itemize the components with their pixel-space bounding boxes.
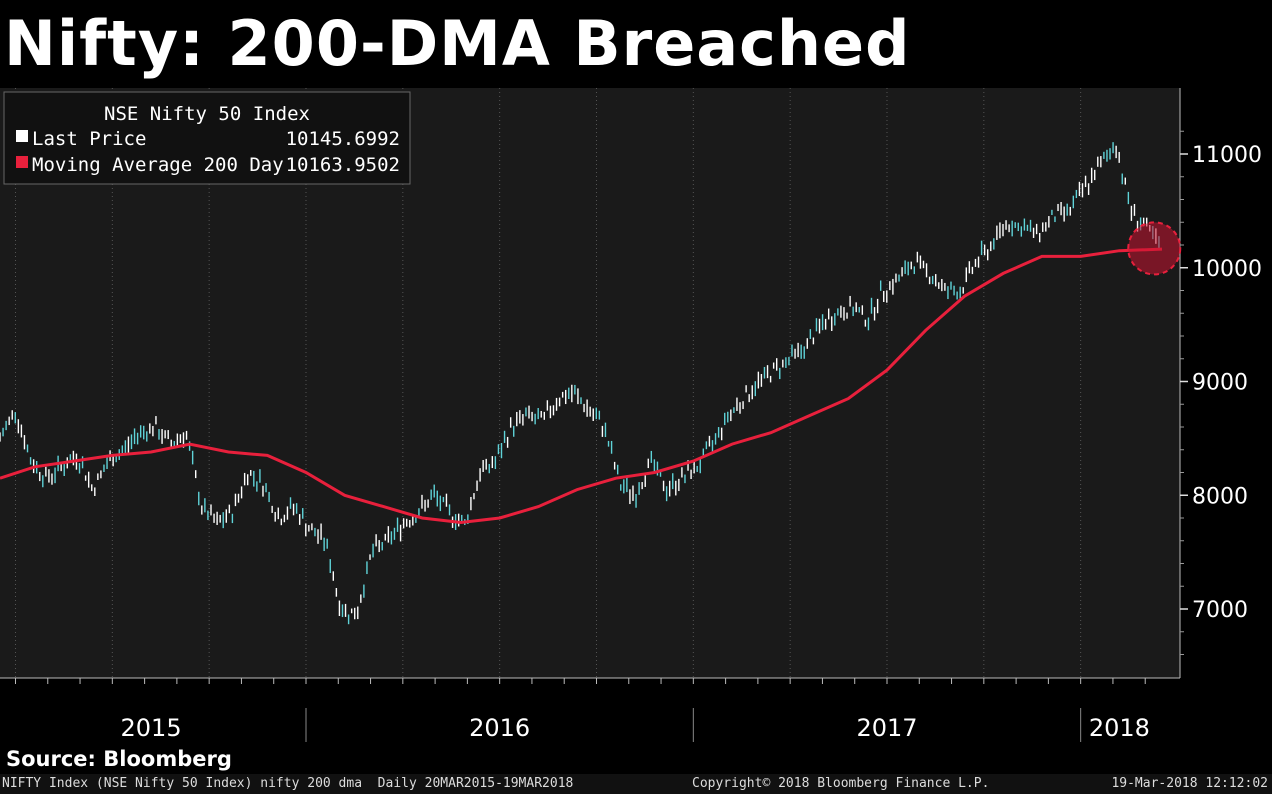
footer-description: NIFTY Index (NSE Nifty 50 Index) nifty 2… bbox=[2, 776, 574, 791]
plot-background bbox=[0, 88, 1180, 678]
x-axis bbox=[14, 678, 1146, 684]
legend-swatch-moving-average bbox=[16, 156, 28, 168]
year-label: 2016 bbox=[469, 714, 530, 742]
year-dividers bbox=[305, 708, 1082, 742]
footer-timestamp: 19-Mar-2018 12:12:02 bbox=[1111, 776, 1268, 791]
footer-bar: NIFTY Index (NSE Nifty 50 Index) nifty 2… bbox=[0, 774, 1272, 794]
year-label: 2017 bbox=[856, 714, 917, 742]
legend-title: NSE Nifty 50 Index bbox=[104, 103, 310, 125]
legend-label-moving-average: Moving Average 200 Day bbox=[32, 154, 284, 176]
legend-swatch-last-price bbox=[16, 130, 28, 142]
footer-copyright: Copyright© 2018 Bloomberg Finance L.P. bbox=[692, 776, 990, 791]
moving-average-line bbox=[0, 247, 1163, 525]
legend-box bbox=[3, 91, 411, 185]
year-labels: 2015 2016 2017 2018 bbox=[121, 714, 1150, 742]
breach-circle-annotation bbox=[1127, 221, 1182, 276]
legend: NSE Nifty 50 Index Last Price 10145.6992… bbox=[3, 91, 411, 185]
legend-value-last-price: 10145.6992 bbox=[286, 128, 400, 150]
y-axis: 7000 8000 9000 10000 11000 bbox=[1180, 130, 1262, 655]
year-label: 2018 bbox=[1089, 714, 1150, 742]
year-label: 2015 bbox=[121, 714, 182, 742]
y-tick-label: 11000 bbox=[1192, 143, 1262, 168]
y-tick-label: 8000 bbox=[1192, 484, 1248, 509]
source-label: Source: Bloomberg bbox=[6, 747, 232, 771]
legend-label-last-price: Last Price bbox=[32, 128, 146, 150]
y-tick-label: 10000 bbox=[1192, 257, 1262, 282]
price-series bbox=[0, 142, 1160, 625]
y-tick-label: 7000 bbox=[1192, 598, 1248, 623]
legend-value-moving-average: 10163.9502 bbox=[286, 154, 400, 176]
page-title: Nifty: 200-DMA Breached bbox=[4, 7, 911, 80]
y-tick-label: 9000 bbox=[1192, 371, 1248, 396]
